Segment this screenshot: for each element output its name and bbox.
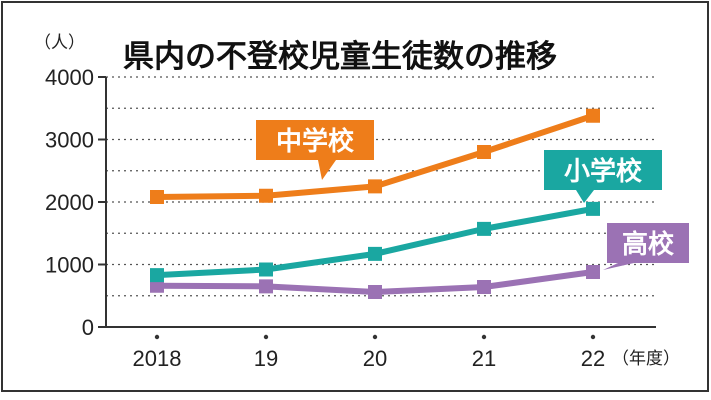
y-tick-label-0: 0 xyxy=(82,315,94,340)
data-marker-s2-4 xyxy=(586,265,600,279)
y-tick-label-1000: 1000 xyxy=(45,253,94,278)
data-marker-s2-0 xyxy=(150,278,164,293)
data-marker-s2-1 xyxy=(259,279,273,294)
x-tick-labels: 2018 19 20 21 22 xyxy=(133,334,605,371)
x-tick-dot-20 xyxy=(372,334,378,340)
callout-tail-0 xyxy=(318,160,336,180)
callout-tail-1 xyxy=(576,190,594,203)
y-tick-label-4000: 4000 xyxy=(45,65,94,90)
data-marker-s0-0 xyxy=(150,190,164,204)
x-axis-unit: （年度） xyxy=(612,349,680,369)
callout-box-1 xyxy=(544,150,662,190)
data-marker-s1-1 xyxy=(259,262,273,277)
y-tick-labels: 0 1000 2000 3000 4000 xyxy=(45,65,106,340)
x-tick-dot-22 xyxy=(590,334,596,340)
data-marker-s1-2 xyxy=(368,246,382,261)
callout-tail-2 xyxy=(603,263,634,270)
y-tick-label-3000: 3000 xyxy=(45,128,94,153)
chart-title: 県内の不登校児童生徒数の推移 xyxy=(123,39,557,75)
x-tick-label-2018: 2018 xyxy=(133,346,182,371)
x-tick-dot-2018 xyxy=(154,334,160,340)
data-marker-s2-3 xyxy=(477,280,491,294)
gridlines xyxy=(106,76,656,297)
x-tick-dot-21 xyxy=(481,334,487,340)
data-marker-s1-3 xyxy=(477,221,491,236)
x-tick-label-21: 21 xyxy=(472,346,496,371)
callout-box-0 xyxy=(256,120,374,160)
x-tick-label-20: 20 xyxy=(363,346,387,371)
y-tick-label-2000: 2000 xyxy=(45,190,94,215)
legend-label-1: 小学校 xyxy=(564,156,643,187)
chart-frame xyxy=(1,1,709,392)
x-tick-label-22: 22 xyxy=(581,346,605,371)
x-tick-dot-19 xyxy=(263,334,269,340)
data-marker-s0-1 xyxy=(259,188,273,203)
y-axis-unit: （人） xyxy=(34,33,85,53)
x-tick-label-19: 19 xyxy=(254,346,278,371)
series-line-1 xyxy=(156,205,594,279)
data-marker-s1-4 xyxy=(586,201,600,216)
data-marker-s0-4 xyxy=(586,108,600,123)
series-group xyxy=(150,108,600,299)
data-marker-s0-3 xyxy=(477,145,491,159)
legend-label-0: 中学校 xyxy=(276,126,355,157)
callout-box-2 xyxy=(607,223,689,263)
legend-label-2: 高校 xyxy=(622,229,675,260)
data-marker-s1-0 xyxy=(150,268,164,283)
data-marker-s0-2 xyxy=(368,179,382,194)
data-marker-s2-2 xyxy=(368,285,382,299)
